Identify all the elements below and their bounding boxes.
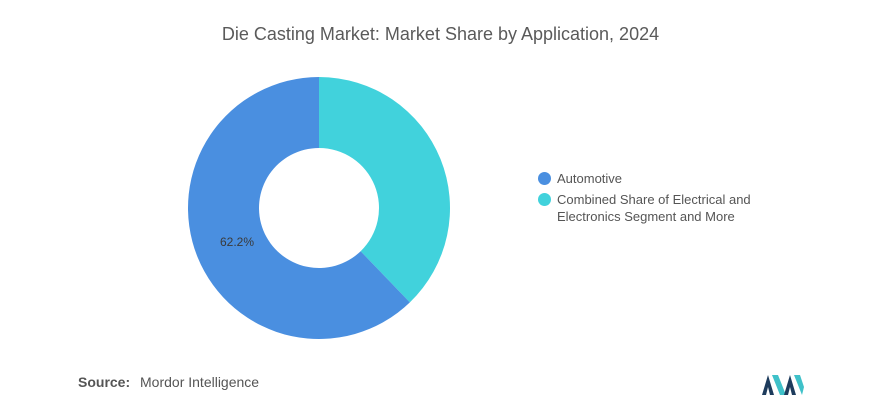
donut-slice-automotive [188, 77, 410, 339]
legend-label-electrical-electronics: Combined Share of Electrical and Electro… [557, 192, 751, 224]
donut-slice-electrical-electronics [319, 77, 451, 303]
source-note: Source: Mordor Intelligence [78, 374, 259, 390]
legend: Automotive Combined Share of Electrical … [538, 170, 788, 229]
donut-data-labels: 62.2% [220, 235, 254, 249]
source-label: Source: [78, 374, 131, 390]
chart-title: Die Casting Market: Market Share by Appl… [221, 24, 660, 44]
data-label-automotive: 62.2% [220, 235, 254, 249]
donut-slices [188, 77, 451, 339]
mordor-intelligence-logo-icon [762, 375, 804, 395]
legend-item-automotive: Automotive [538, 170, 788, 187]
legend-item-electrical-electronics: Combined Share of Electrical and Electro… [538, 191, 788, 225]
legend-swatch-electrical-electronics [538, 193, 551, 206]
legend-label-automotive: Automotive [557, 171, 623, 186]
legend-swatch-automotive [538, 172, 551, 185]
source-text: Mordor Intelligence [140, 374, 260, 390]
